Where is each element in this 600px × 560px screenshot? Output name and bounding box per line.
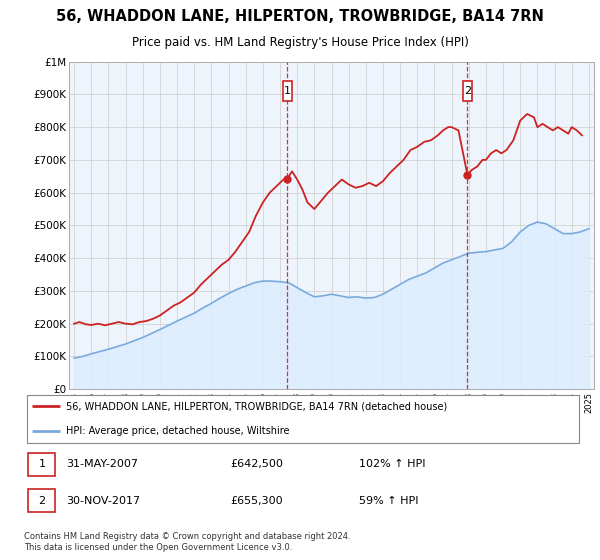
- Text: 30-NOV-2017: 30-NOV-2017: [66, 496, 140, 506]
- Text: Price paid vs. HM Land Registry's House Price Index (HPI): Price paid vs. HM Land Registry's House …: [131, 36, 469, 49]
- Text: 31-MAY-2007: 31-MAY-2007: [66, 459, 138, 469]
- Text: 1: 1: [38, 459, 46, 469]
- Text: 56, WHADDON LANE, HILPERTON, TROWBRIDGE, BA14 7RN: 56, WHADDON LANE, HILPERTON, TROWBRIDGE,…: [56, 9, 544, 24]
- Text: Contains HM Land Registry data © Crown copyright and database right 2024.
This d: Contains HM Land Registry data © Crown c…: [24, 532, 350, 552]
- Text: 1: 1: [284, 86, 291, 96]
- Text: £642,500: £642,500: [230, 459, 283, 469]
- Text: 56, WHADDON LANE, HILPERTON, TROWBRIDGE, BA14 7RN (detached house): 56, WHADDON LANE, HILPERTON, TROWBRIDGE,…: [66, 401, 447, 411]
- Text: 59% ↑ HPI: 59% ↑ HPI: [359, 496, 418, 506]
- Text: £655,300: £655,300: [230, 496, 283, 506]
- FancyBboxPatch shape: [28, 453, 55, 475]
- Text: 2: 2: [38, 496, 46, 506]
- Text: HPI: Average price, detached house, Wiltshire: HPI: Average price, detached house, Wilt…: [66, 426, 289, 436]
- FancyBboxPatch shape: [28, 489, 55, 512]
- Text: 102% ↑ HPI: 102% ↑ HPI: [359, 459, 425, 469]
- FancyBboxPatch shape: [283, 81, 292, 101]
- Text: 2: 2: [464, 86, 471, 96]
- FancyBboxPatch shape: [463, 81, 472, 101]
